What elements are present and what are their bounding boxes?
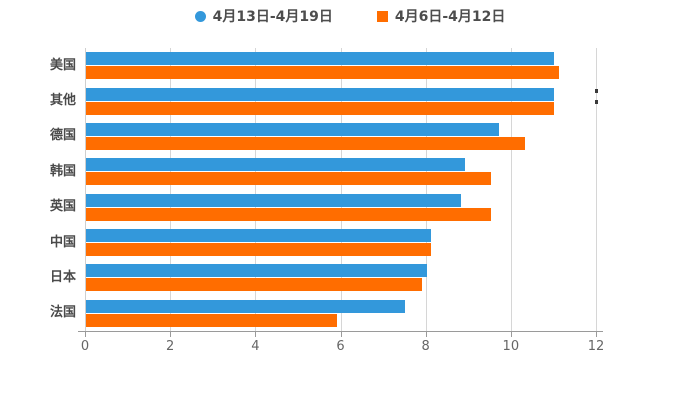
category-label-7: 日本: [49, 269, 76, 285]
bar-series2-法国[interactable]: [86, 313, 338, 327]
x-axis-tick-label-10: 10: [502, 339, 520, 354]
gridline-x6: [340, 48, 342, 331]
bar-series1-其他[interactable]: [86, 87, 555, 101]
gridline-x12: [596, 48, 597, 331]
legend-square-marker-icon: [376, 10, 388, 22]
x-axis-tick-8: [425, 332, 427, 337]
bar-series1-韩国[interactable]: [86, 158, 465, 172]
x-axis-tick-12: [596, 332, 597, 337]
x-axis-tick-label-4: 4: [251, 339, 260, 354]
bar-series1-日本[interactable]: [86, 264, 427, 278]
category-label-2: 其他: [49, 93, 76, 109]
category-label-3: 德国: [49, 128, 76, 144]
gridline-x10: [510, 48, 512, 331]
category-label-5: 英国: [49, 199, 76, 215]
legend-label-week1: 4月6日-4月12日: [394, 9, 506, 25]
legend-item-week1[interactable]: 4月6日-4月12日: [376, 6, 506, 26]
x-axis-tick-10: [510, 332, 512, 337]
bar-series2-其他[interactable]: [86, 101, 555, 115]
category-label-4: 韩国: [49, 163, 76, 179]
x-axis-line: [78, 331, 603, 332]
x-axis-tick-label-0: 0: [80, 339, 90, 354]
bar-series1-美国[interactable]: [86, 52, 555, 66]
x-axis-tick-0: [85, 332, 86, 337]
bar-series2-韩国[interactable]: [86, 172, 491, 186]
bar-series2-日本[interactable]: [86, 278, 423, 292]
bar-series2-中国[interactable]: [86, 243, 431, 257]
x-axis-tick-label-12: 12: [587, 339, 605, 354]
x-axis-tick-4: [255, 332, 257, 337]
category-label-1: 美国: [49, 57, 76, 73]
gridline-mark-2: [595, 100, 598, 104]
x-axis-tick-6: [340, 332, 342, 337]
x-axis-tick-label-8: 8: [421, 339, 430, 354]
bar-series2-德国[interactable]: [86, 136, 525, 150]
legend-label-week2: 4月13日-4月19日: [212, 9, 333, 25]
gridline-x4: [255, 48, 257, 331]
y-axis-line: [85, 48, 86, 331]
gridline-x2: [170, 48, 172, 331]
bar-series1-中国[interactable]: [86, 229, 431, 243]
category-label-6: 中国: [49, 234, 76, 250]
legend-item-week2[interactable]: 4月13日-4月19日: [194, 6, 333, 26]
category-label-8: 法国: [49, 305, 76, 321]
x-axis-tick-label-2: 2: [166, 339, 175, 354]
bar-series2-英国[interactable]: [86, 207, 491, 221]
bar-series1-德国[interactable]: [86, 122, 500, 136]
bar-series2-美国[interactable]: [86, 66, 559, 80]
bar-series1-法国[interactable]: [86, 299, 406, 313]
bar-series1-英国[interactable]: [86, 193, 461, 207]
x-axis-tick-2: [170, 332, 172, 337]
gridline-x8: [425, 48, 427, 331]
gridline-mark-1: [595, 89, 598, 93]
legend: 4月13日-4月19日 4月6日-4月12日: [0, 5, 700, 27]
legend-circle-marker-icon: [194, 10, 206, 22]
x-axis-tick-label-6: 6: [336, 339, 345, 354]
